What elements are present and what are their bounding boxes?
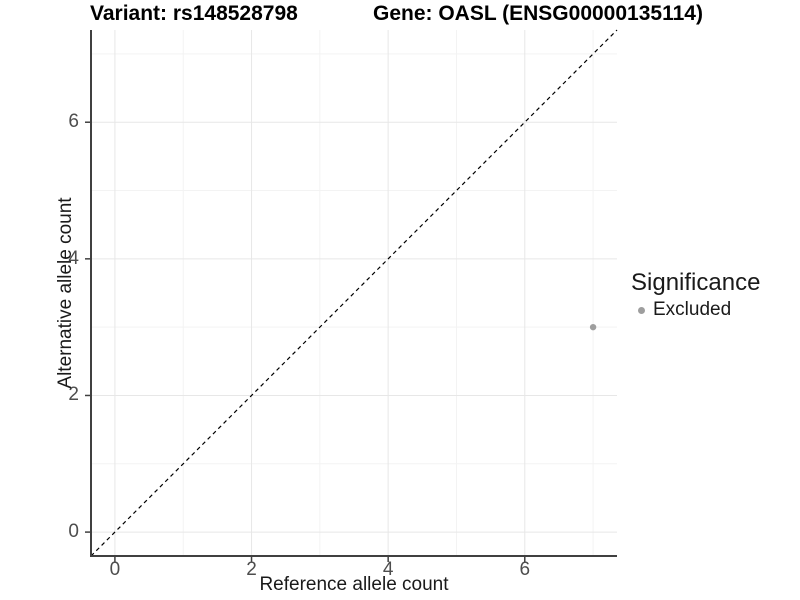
y-tick-label: 4 [68,247,79,269]
gene-title: Gene: OASL (ENSG00000135114) [373,2,703,25]
legend-item-label: Excluded [653,299,732,320]
legend: Significance Excluded [631,270,760,321]
excluded-point-icon [638,306,645,314]
x-tick-label: 6 [519,559,531,580]
legend-item-excluded: Excluded [631,299,760,321]
y-tick-label: 6 [68,111,79,133]
x-axis-title: Reference allele count [259,574,449,595]
x-tick-label: 2 [246,559,257,580]
identity-diagonal-line [90,29,618,557]
x-tick-label: 0 [109,559,121,580]
y-tick-label: 2 [68,384,79,406]
data-point [589,323,597,331]
variant-title: Variant: rs148528798 [90,2,298,25]
x-tick-label: 4 [382,559,394,580]
y-tick-label: 0 [68,521,79,543]
legend-title: Significance [631,269,761,296]
y-axis-title-text: Alternative allele count [55,197,76,389]
